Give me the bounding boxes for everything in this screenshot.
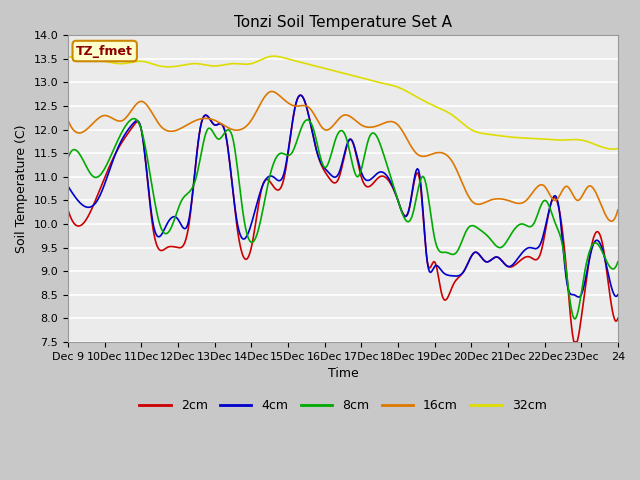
16cm xyxy=(516,201,524,206)
X-axis label: Time: Time xyxy=(328,367,358,380)
32cm xyxy=(330,68,337,73)
16cm xyxy=(392,120,400,126)
8cm xyxy=(614,259,621,264)
2cm xyxy=(571,339,579,345)
4cm xyxy=(392,193,400,199)
Title: Tonzi Soil Temperature Set A: Tonzi Soil Temperature Set A xyxy=(234,15,452,30)
4cm xyxy=(603,265,611,271)
8cm xyxy=(363,144,371,149)
Line: 32cm: 32cm xyxy=(68,56,618,149)
16cm xyxy=(326,125,334,131)
Line: 4cm: 4cm xyxy=(68,95,618,297)
2cm xyxy=(392,193,400,199)
8cm xyxy=(571,316,579,322)
32cm xyxy=(363,76,371,82)
8cm xyxy=(330,143,337,149)
4cm xyxy=(614,292,621,298)
Line: 16cm: 16cm xyxy=(68,92,618,221)
4cm xyxy=(330,174,337,180)
4cm xyxy=(516,253,524,259)
Y-axis label: Soil Temperature (C): Soil Temperature (C) xyxy=(15,124,28,253)
2cm xyxy=(603,269,611,275)
4cm xyxy=(297,92,305,98)
2cm xyxy=(363,184,371,190)
Legend: 2cm, 4cm, 8cm, 16cm, 32cm: 2cm, 4cm, 8cm, 16cm, 32cm xyxy=(134,394,552,417)
8cm xyxy=(603,259,611,264)
32cm xyxy=(602,145,609,151)
4cm xyxy=(326,171,334,177)
32cm xyxy=(392,84,400,90)
4cm xyxy=(574,294,582,300)
16cm xyxy=(64,117,72,123)
2cm xyxy=(297,92,305,98)
32cm xyxy=(516,135,524,141)
8cm xyxy=(516,222,524,228)
2cm xyxy=(516,258,524,264)
8cm xyxy=(64,155,72,161)
8cm xyxy=(326,155,334,160)
32cm xyxy=(270,53,278,59)
8cm xyxy=(392,192,400,198)
8cm xyxy=(131,116,138,121)
2cm xyxy=(326,177,334,182)
16cm xyxy=(607,218,615,224)
4cm xyxy=(363,178,371,183)
32cm xyxy=(614,145,621,151)
16cm xyxy=(614,207,621,213)
4cm xyxy=(64,183,72,189)
32cm xyxy=(64,54,72,60)
32cm xyxy=(609,146,616,152)
Line: 8cm: 8cm xyxy=(68,119,618,319)
Text: TZ_fmet: TZ_fmet xyxy=(76,45,133,58)
Line: 2cm: 2cm xyxy=(68,95,618,342)
32cm xyxy=(326,67,334,72)
16cm xyxy=(330,122,337,128)
16cm xyxy=(268,89,276,95)
2cm xyxy=(614,315,621,321)
2cm xyxy=(330,180,337,186)
16cm xyxy=(602,212,609,218)
2cm xyxy=(64,207,72,213)
16cm xyxy=(363,124,371,130)
